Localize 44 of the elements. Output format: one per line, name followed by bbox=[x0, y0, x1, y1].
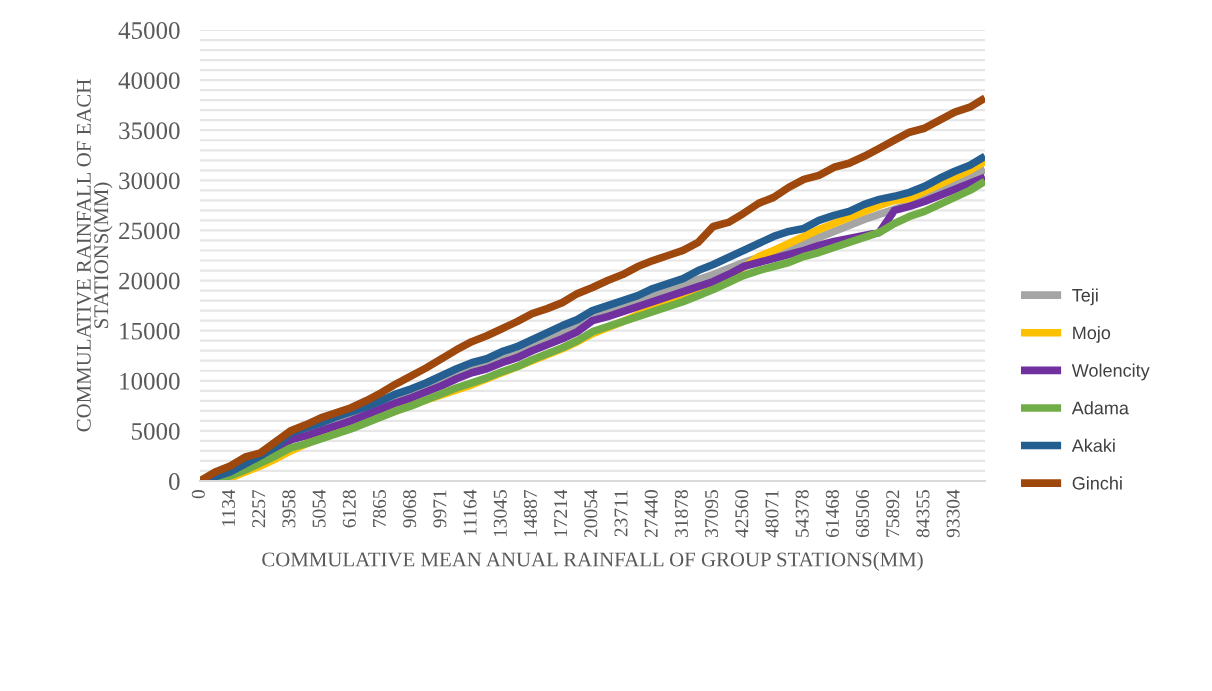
x-tick-label: 93304 bbox=[946, 489, 960, 538]
x-tick-label: 14887 bbox=[523, 489, 537, 537]
legend-label: Mojo bbox=[1073, 325, 1111, 343]
y-tick-label: 35000 bbox=[119, 122, 180, 140]
y-tick-label: 0 bbox=[169, 473, 180, 490]
y-tick-label: 30000 bbox=[119, 172, 180, 190]
x-tick-label: 20054 bbox=[584, 489, 598, 538]
x-tick-label: 42560 bbox=[735, 490, 749, 538]
x-tick-label: 17214 bbox=[554, 489, 567, 537]
x-tick-label: 7865 bbox=[372, 490, 387, 527]
legend-label: Adama bbox=[1071, 401, 1129, 415]
y-tick-label: 20000 bbox=[119, 272, 180, 290]
x-tick-label: 68506 bbox=[855, 489, 870, 538]
x-tick-label: 23711 bbox=[614, 490, 628, 537]
x-tick-label: 0 bbox=[191, 490, 205, 499]
x-tick-label: 27440 bbox=[644, 490, 658, 538]
legend-label: Ginchi bbox=[1072, 476, 1122, 490]
x-tick-label: 6128 bbox=[342, 490, 356, 528]
legend-label: Akaki bbox=[1071, 438, 1115, 453]
x-axis-title: COMMULATIVE MEAN ANUAL RAINFALL OF GROUP STATIONS(MM) bbox=[262, 551, 923, 571]
x-tick-label: 1134 bbox=[221, 489, 236, 526]
x-tick-label: 13045 bbox=[493, 490, 507, 537]
x-tick-label: 11164 bbox=[463, 489, 477, 535]
y-tick-label: 25000 bbox=[119, 222, 180, 240]
x-tick-label: 2257 bbox=[252, 489, 266, 528]
x-tick-label: 37095 bbox=[705, 490, 719, 538]
y-tick-label: 5000 bbox=[132, 422, 180, 440]
legend-label: Teji bbox=[1072, 288, 1098, 306]
x-tick-label: 9068 bbox=[403, 490, 417, 528]
x-tick-label: 48071 bbox=[765, 490, 779, 538]
x-tick-label: 54378 bbox=[795, 490, 809, 537]
y-tick-label: 10000 bbox=[120, 372, 180, 390]
x-tick-label: 9971 bbox=[433, 490, 447, 528]
x-tick-label: 5054 bbox=[312, 489, 326, 528]
y-tick-label: 45000 bbox=[118, 22, 180, 39]
x-tick-label: 61468 bbox=[825, 490, 839, 538]
x-tick-label: 84355 bbox=[916, 490, 930, 538]
y-axis-title: COMMULATIVE RAINFALL OF EACH STATIONS(MM) bbox=[76, 79, 113, 432]
x-tick-label: 75892 bbox=[886, 490, 900, 537]
y-tick-label: 15000 bbox=[120, 322, 180, 340]
legend-label: Wolencity bbox=[1071, 363, 1150, 381]
x-tick-label: 3958 bbox=[282, 490, 296, 528]
y-tick-label: 40000 bbox=[118, 72, 180, 90]
x-tick-label: 31878 bbox=[674, 490, 688, 538]
